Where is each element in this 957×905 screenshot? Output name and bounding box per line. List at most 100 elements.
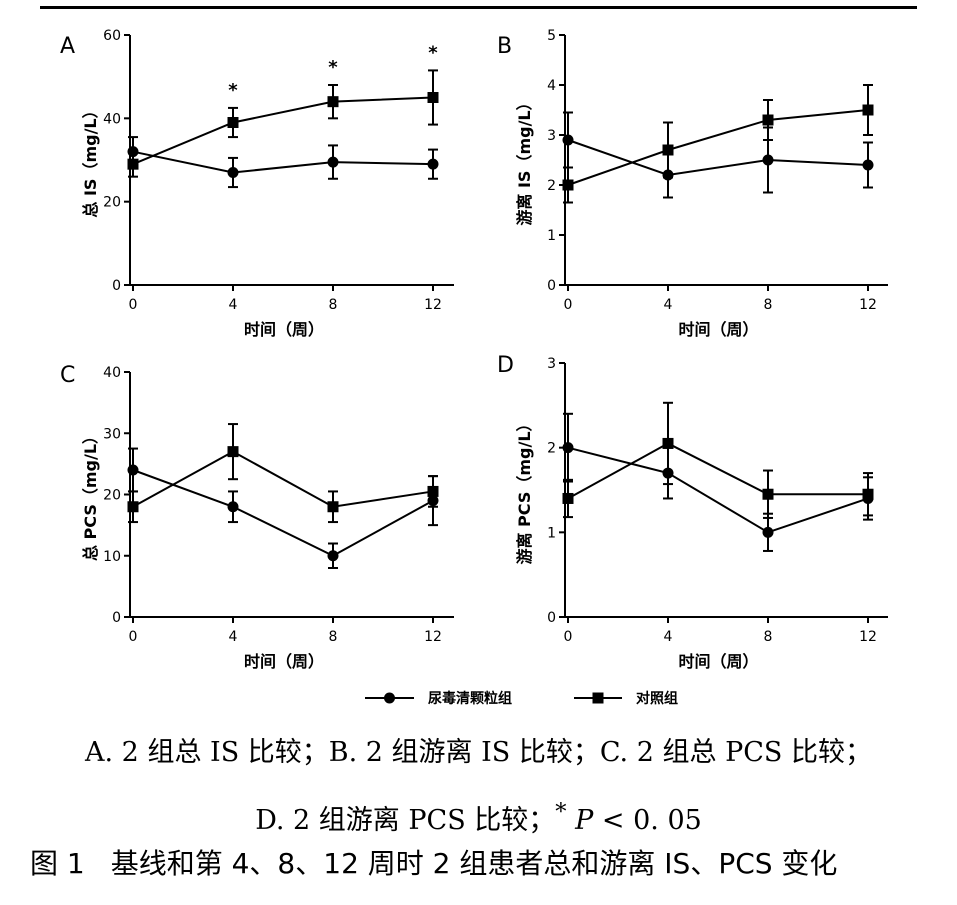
data-point <box>562 179 574 191</box>
series-niaoduqing <box>562 412 874 552</box>
caption-line-1: A. 2 组总 IS 比较；B. 2 组游离 IS 比较；C. 2 组总 PCS… <box>85 737 872 768</box>
data-point <box>762 114 774 126</box>
data-point <box>662 144 674 156</box>
data-point <box>327 156 339 168</box>
data-point <box>862 488 874 500</box>
y-axis-label: 总 IS（mg/L） <box>81 102 100 217</box>
y-tick-label: 0 <box>547 278 556 294</box>
x-axis-label: 时间（周） <box>678 320 758 339</box>
panel-letter: C <box>60 363 75 388</box>
series-control <box>127 69 439 178</box>
x-tick-label: 12 <box>424 297 442 313</box>
y-tick-label: 4 <box>547 78 556 94</box>
y-tick-label: 0 <box>112 278 121 294</box>
data-point <box>662 437 674 449</box>
x-tick-label: 0 <box>129 297 138 313</box>
y-tick-label: 40 <box>103 111 121 127</box>
series-line <box>132 150 434 174</box>
y-axis-label: 游离 PCS（mg/L） <box>515 415 534 564</box>
x-tick-label: 8 <box>329 629 338 645</box>
series-line <box>567 442 868 500</box>
legend-marker <box>384 692 395 704</box>
panel-c: C 0 10 20 30 40 0 4 8 12 时间（周） 总 PCS（mg/L） <box>60 363 454 671</box>
x-axis-label: 时间（周） <box>244 652 324 671</box>
y-tick-label: 0 <box>547 610 556 626</box>
data-point <box>762 488 774 500</box>
top-rule <box>40 6 917 9</box>
x-tick-label: 0 <box>564 629 573 645</box>
x-axis-label: 时间（周） <box>678 652 758 671</box>
caption-line-2-prefix: D. 2 组游离 PCS 比较； <box>255 805 556 836</box>
series-control <box>127 423 439 524</box>
panel-a: A 0 20 40 60 0 4 8 12 时间（周） 总 IS（mg/L） * * * <box>60 28 454 339</box>
data-point <box>127 158 139 170</box>
x-tick-label: 0 <box>564 297 573 313</box>
data-point <box>327 501 339 513</box>
p-symbol: P <box>575 805 594 836</box>
x-tick-label: 8 <box>764 629 773 645</box>
data-point <box>562 492 574 504</box>
series-niaoduqing <box>127 136 439 189</box>
series-niaoduqing <box>562 111 874 199</box>
panel-letter: D <box>497 353 514 378</box>
y-tick-label: 20 <box>103 195 121 211</box>
series-line <box>132 450 434 508</box>
legend-label: 对照组 <box>636 690 678 707</box>
y-tick-label: 0 <box>112 610 121 626</box>
panel-letter: B <box>497 34 512 59</box>
y-tick-label: 40 <box>103 365 121 381</box>
legend: 尿毒清颗粒组 对照组 <box>365 690 678 707</box>
x-axis-label: 时间（周） <box>244 320 324 339</box>
significance-star: * <box>328 57 338 78</box>
data-point <box>227 446 239 458</box>
series-control <box>562 84 874 204</box>
legend-label: 尿毒清颗粒组 <box>428 690 512 707</box>
y-tick-label: 3 <box>547 356 556 372</box>
y-axis-label: 总 PCS（mg/L） <box>81 428 100 561</box>
x-tick-label: 12 <box>859 629 877 645</box>
significance-star: * <box>555 799 567 825</box>
p-threshold: < 0. 05 <box>593 805 702 836</box>
data-point <box>327 550 339 562</box>
y-tick-label: 10 <box>103 549 121 565</box>
data-point <box>562 442 574 454</box>
series-line <box>567 139 869 177</box>
y-axis-label: 游离 IS（mg/L） <box>515 94 534 225</box>
y-tick-label: 1 <box>547 525 556 541</box>
significance-star: * <box>428 42 438 63</box>
y-tick-label: 2 <box>547 178 556 194</box>
data-point <box>862 104 874 116</box>
legend-item-niaoduqing: 尿毒清颗粒组 <box>365 690 512 707</box>
x-tick-label: 12 <box>859 297 877 313</box>
series-line <box>567 446 869 534</box>
y-tick-label: 1 <box>547 228 556 244</box>
x-tick-label: 8 <box>764 297 773 313</box>
y-tick-label: 60 <box>103 28 121 44</box>
data-point <box>427 485 439 497</box>
y-tick-label: 20 <box>103 488 121 504</box>
data-point <box>562 134 574 146</box>
data-point <box>227 501 239 513</box>
data-point <box>427 158 439 170</box>
data-point <box>762 526 774 538</box>
data-point <box>227 117 239 128</box>
series-line <box>132 469 434 557</box>
data-point <box>127 464 139 476</box>
data-point <box>227 167 239 178</box>
x-tick-label: 8 <box>329 297 338 313</box>
caption-line-2: D. 2 组游离 PCS 比较；* P < 0. 05 <box>0 796 957 837</box>
data-point <box>327 96 339 108</box>
series-line <box>132 96 434 166</box>
legend-item-control: 对照组 <box>574 690 678 707</box>
figure-title-text: 基线和第 4、8、12 周时 2 组患者总和游离 IS、PCS 变化 <box>110 847 838 880</box>
x-tick-label: 4 <box>664 629 673 645</box>
x-tick-label: 4 <box>664 297 673 313</box>
y-tick-label: 2 <box>547 441 556 457</box>
series-niaoduqing <box>127 447 439 569</box>
x-tick-label: 4 <box>229 297 238 313</box>
x-tick-label: 12 <box>424 629 442 645</box>
panel-letter: A <box>60 34 75 59</box>
legend-marker <box>592 692 604 704</box>
y-tick-label: 30 <box>103 426 121 442</box>
